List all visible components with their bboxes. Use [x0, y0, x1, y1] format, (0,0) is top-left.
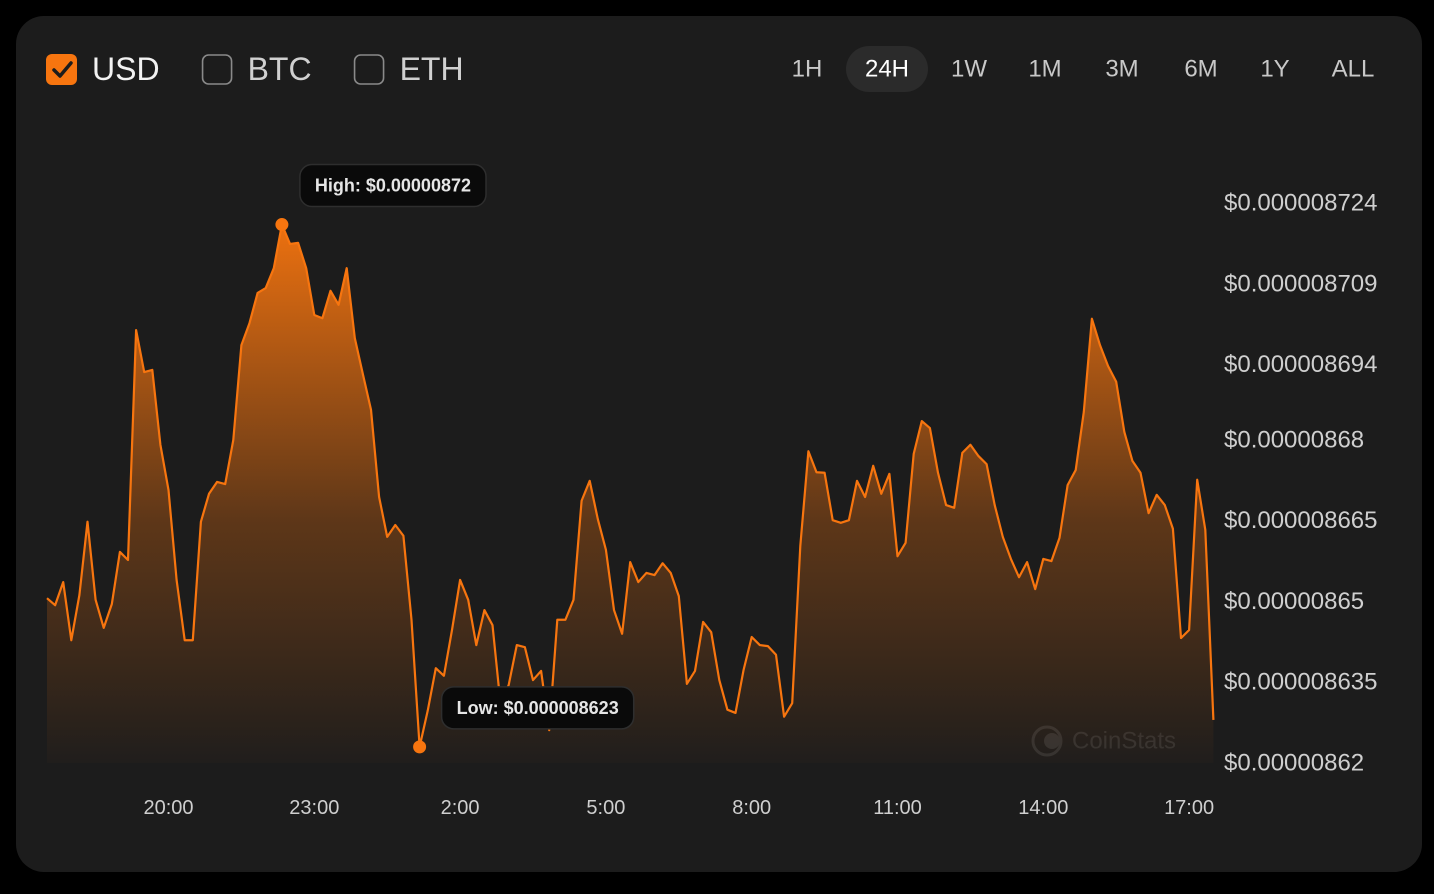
range-label: 1H	[792, 56, 823, 83]
y-tick-label: $0.000008694	[1224, 351, 1378, 378]
currency-toggle[interactable]: USD	[46, 51, 160, 87]
y-tick-label: $0.000008665	[1224, 507, 1378, 534]
annotation: Low: $0.000008623	[440, 686, 635, 730]
annotation: High: $0.00000872	[299, 163, 487, 208]
x-tick-label: 8:00	[732, 797, 771, 819]
range-button[interactable]: 1H	[792, 56, 823, 83]
currency-label: USD	[92, 51, 160, 87]
annotation-box	[440, 686, 635, 730]
range-label: 1Y	[1260, 56, 1289, 83]
area-fill	[47, 224, 1214, 764]
range-button[interactable]: 1Y	[1260, 56, 1289, 83]
y-tick-label: $0.00000865	[1224, 588, 1364, 615]
range-label: 1W	[951, 56, 987, 83]
range-label: 6M	[1184, 56, 1217, 83]
currency-toggle[interactable]: ETH	[353, 51, 464, 87]
y-tick-label: $0.000008635	[1224, 669, 1378, 696]
y-tick-label: $0.000008724	[1224, 190, 1378, 217]
currency-label: ETH	[400, 51, 464, 87]
price-line	[46, 223, 1215, 748]
annotation-text: Low: $0.000008623	[457, 698, 619, 718]
annotation-marker	[413, 740, 427, 754]
range-button[interactable]: ALL	[1332, 56, 1375, 83]
range-button[interactable]: 24H	[846, 46, 928, 92]
x-tick-label: 17:00	[1164, 797, 1214, 819]
x-tick-label: 5:00	[586, 797, 625, 819]
range-label: ALL	[1332, 56, 1375, 83]
range-button[interactable]: 6M	[1184, 56, 1217, 83]
range-button[interactable]: 1W	[951, 56, 987, 83]
range-active-bg	[846, 46, 928, 92]
x-tick-label: 2:00	[441, 797, 480, 819]
currency-label: BTC	[248, 51, 312, 87]
x-tick-label: 23:00	[289, 797, 339, 819]
range-label: 1M	[1028, 56, 1061, 83]
currency-toggle[interactable]: BTC	[201, 51, 312, 87]
y-tick-label: $0.00000868	[1224, 426, 1364, 453]
checkbox	[201, 54, 233, 85]
annotation-text: High: $0.00000872	[315, 176, 471, 196]
annotation-marker	[275, 218, 289, 232]
range-button[interactable]: 1M	[1028, 56, 1061, 83]
range-label: 3M	[1105, 56, 1138, 83]
check-icon	[52, 61, 73, 78]
x-tick-label: 20:00	[143, 797, 193, 819]
y-tick-label: $0.00000862	[1224, 750, 1364, 777]
checkbox-checked	[46, 54, 77, 85]
checkbox	[353, 54, 385, 85]
y-tick-label: $0.000008709	[1224, 270, 1378, 297]
x-tick-label: 11:00	[873, 797, 922, 819]
range-button[interactable]: 3M	[1105, 56, 1138, 83]
annotation-box	[299, 163, 487, 208]
range-label: 24H	[865, 56, 909, 83]
x-tick-label: 14:00	[1018, 797, 1068, 819]
